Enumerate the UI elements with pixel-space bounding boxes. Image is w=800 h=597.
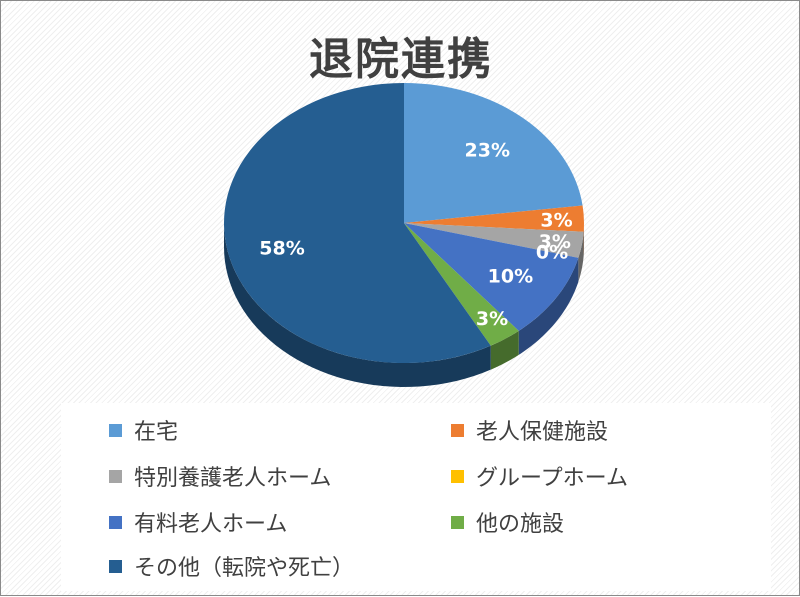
- legend-item-other-facility: 他の施設: [451, 507, 564, 537]
- legend-swatch: [451, 516, 464, 529]
- legend-swatch: [109, 516, 122, 529]
- legend-label: 在宅: [134, 414, 178, 446]
- legend-label: 特別養護老人ホーム: [134, 460, 331, 492]
- data-label: 3%: [540, 209, 572, 231]
- legend-swatch: [109, 560, 122, 573]
- legend-item-paid-home: 有料老人ホーム: [109, 507, 287, 537]
- legend-label: 有料老人ホーム: [134, 506, 287, 538]
- legend-swatch: [109, 424, 122, 437]
- legend-item-other: その他（転院や死亡）: [109, 551, 354, 581]
- legend: 在宅 老人保健施設 特別養護老人ホーム グループホーム 有料老人ホーム 他の施設…: [61, 403, 771, 591]
- legend-label: 老人保健施設: [476, 414, 608, 446]
- legend-swatch: [109, 470, 122, 483]
- legend-label: その他（転院や死亡）: [134, 550, 354, 582]
- data-label: 10%: [488, 266, 533, 288]
- legend-label: 他の施設: [476, 506, 564, 538]
- data-label: 3%: [476, 308, 508, 330]
- legend-item-home: 在宅: [109, 415, 178, 445]
- legend-label: グループホーム: [476, 460, 628, 492]
- data-label: 58%: [259, 237, 304, 259]
- legend-item-nursing-home: 特別養護老人ホーム: [109, 461, 331, 491]
- data-label: 0%: [536, 242, 568, 264]
- legend-item-group-home: グループホーム: [451, 461, 628, 491]
- data-label: 23%: [465, 140, 510, 162]
- legend-swatch: [451, 470, 464, 483]
- legend-item-health-facility: 老人保健施設: [451, 415, 608, 445]
- legend-swatch: [451, 424, 464, 437]
